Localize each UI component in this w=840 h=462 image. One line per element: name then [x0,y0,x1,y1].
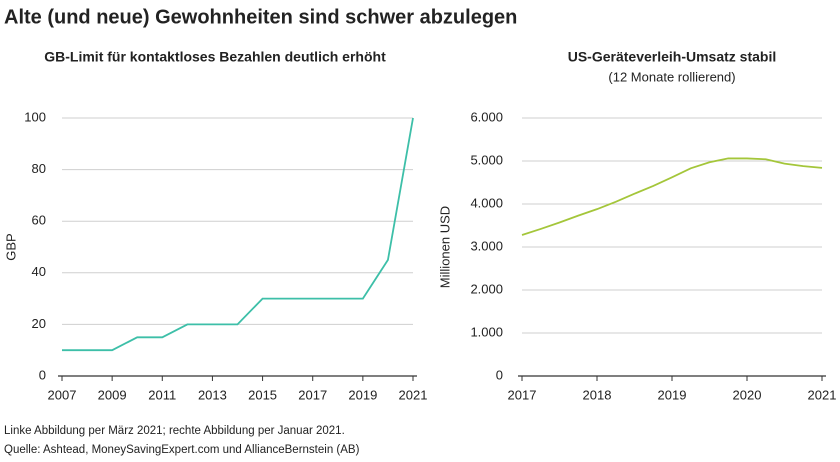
source: Quelle: Ashtead, MoneySavingExpert.com u… [4,444,360,456]
x-tick-label: 2015 [248,387,277,402]
chart-title: US-Geräteverleih-Umsatz stabil [568,49,777,65]
x-tick-label: 2013 [198,387,227,402]
x-tick-label: 2019 [348,387,377,402]
y-tick-label: 80 [32,161,46,176]
x-tick-label: 2011 [148,387,176,402]
y-tick-label: 2.000 [470,281,503,296]
y-tick-label: 100 [24,109,46,124]
y-axis-label: Millionen USD [437,206,452,288]
y-tick-label: 0 [496,367,503,382]
footnote: Linke Abbildung per März 2021; rechte Ab… [4,425,345,437]
x-tick-label: 2020 [733,387,762,402]
x-tick-label: 2021 [399,387,428,402]
y-tick-label: 5.000 [470,152,503,167]
data-line [521,157,823,236]
y-tick-label: 20 [32,316,46,331]
x-tick-label: 2018 [583,387,612,402]
y-tick-label: 6.000 [470,109,503,124]
y-tick-label: 1.000 [470,324,503,339]
data-line [62,117,414,352]
y-tick-label: 60 [32,213,46,228]
y-tick-label: 3.000 [470,238,503,253]
y-tick-label: 0 [39,367,46,382]
x-tick-label: 2017 [508,387,537,402]
y-tick-label: 40 [32,264,46,279]
x-tick-label: 2021 [808,387,837,402]
x-tick-label: 2009 [98,387,127,402]
y-tick-label: 4.000 [470,195,503,210]
chart-title: GB-Limit für kontaktloses Bezahlen deutl… [44,49,386,65]
y-axis-label: GBP [3,233,18,260]
page-title: Alte (und neue) Gewohnheiten sind schwer… [4,6,517,28]
chart-subtitle: (12 Monate rollierend) [608,69,735,84]
x-tick-label: 2007 [48,387,77,402]
x-tick-label: 2017 [298,387,327,402]
x-tick-label: 2019 [658,387,687,402]
